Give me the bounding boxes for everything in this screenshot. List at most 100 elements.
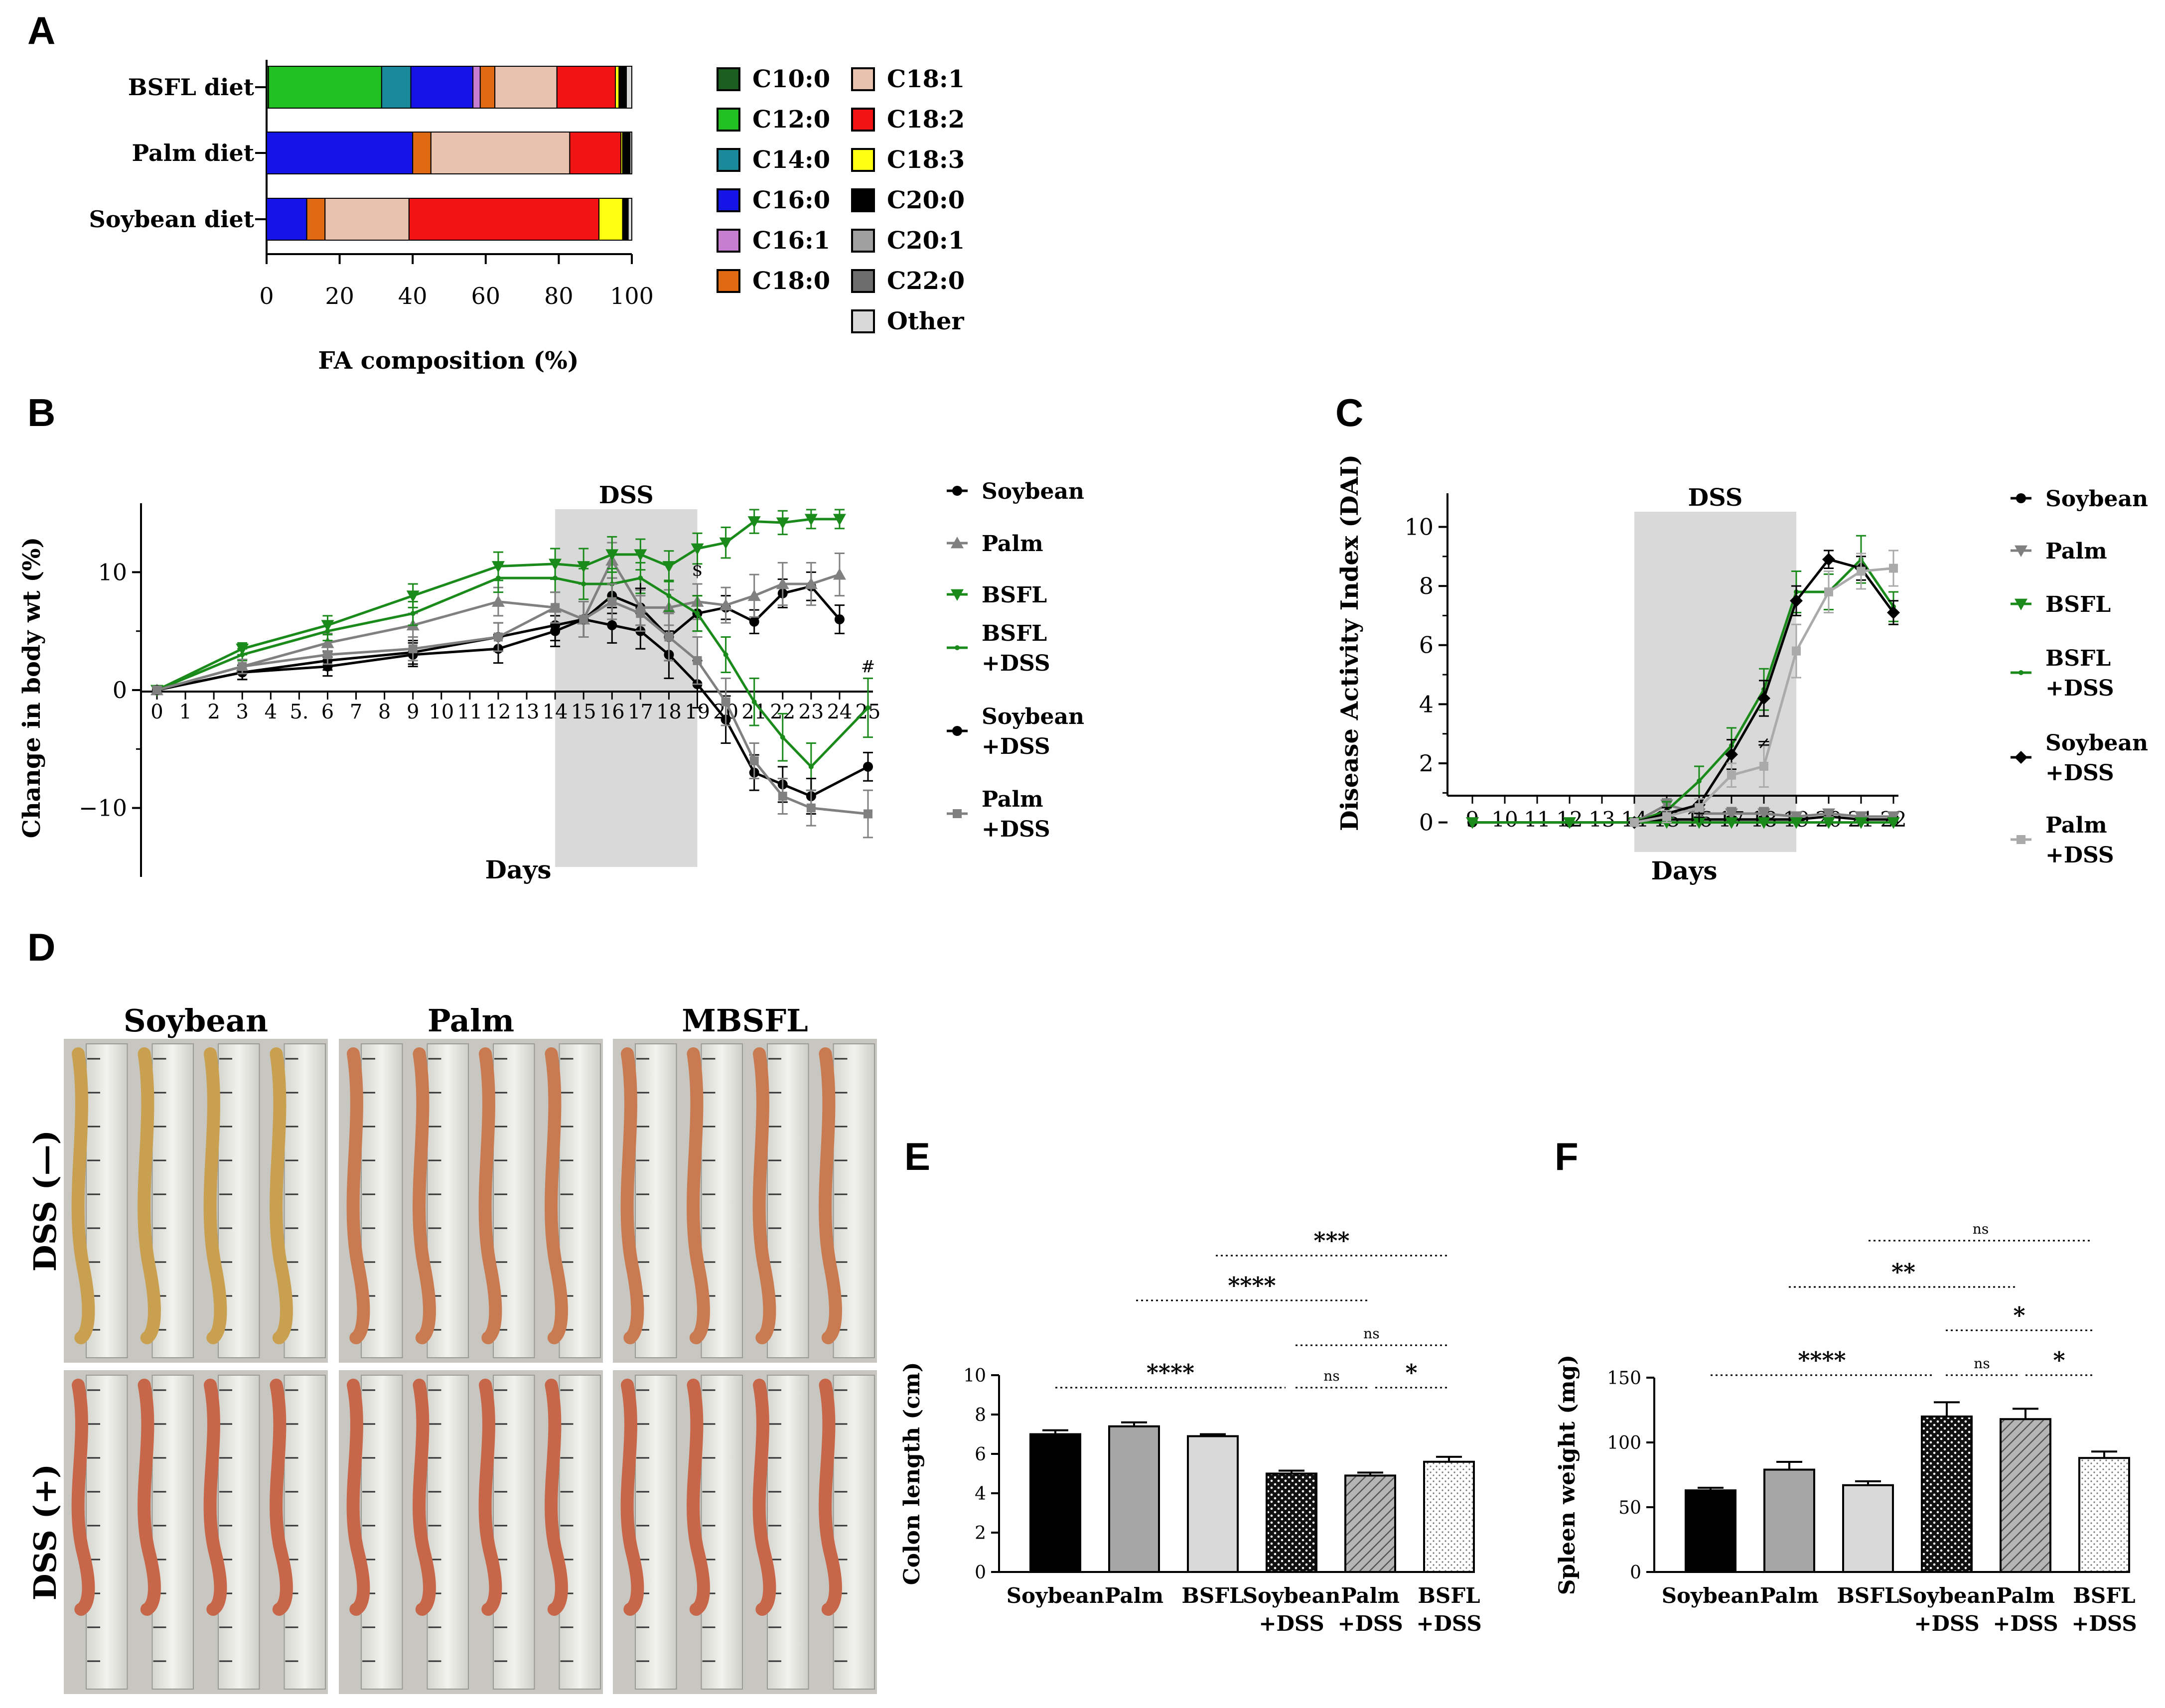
- point-b-palm-dss-0: [152, 686, 161, 695]
- point-b-bsfl-dss-5: [553, 575, 558, 581]
- tick-label-e-y-2: 2: [975, 1523, 986, 1544]
- point-c-palm-dss-2: [1695, 803, 1704, 813]
- tick-label-e-y-8: 8: [975, 1405, 986, 1425]
- legend-swatch-c20-1: [851, 229, 875, 253]
- point-b-bsfl-dss-11: [723, 652, 728, 657]
- point-b-bsfl-dss-13: [780, 734, 785, 740]
- point-c-bsfl-8: [1822, 817, 1835, 829]
- ruler-1-2-1: [701, 1375, 743, 1690]
- tick-label-c-x-13: 13: [1588, 807, 1615, 832]
- point-c-palm-6: [1757, 808, 1770, 820]
- panel-label-d: D: [27, 925, 55, 969]
- category-label-f-palm-dss-1: +DSS: [1993, 1611, 2058, 1636]
- legend-marker-c-soybean-dss: [2015, 751, 2027, 764]
- annotation-c-0: ≠: [1757, 733, 1771, 753]
- legend-label-c20-1: C20:1: [887, 227, 965, 255]
- colon-specimen-1-1-1: [413, 1379, 436, 1616]
- point-b-palm-dss-12: [749, 756, 759, 765]
- point-c-palm-7: [1790, 811, 1803, 823]
- colon-specimen-1-1-2: [478, 1379, 502, 1616]
- point-c-soybean-dss-4: [1757, 692, 1770, 705]
- legend-marker-c-bsfl: [2015, 598, 2027, 610]
- panel-label-e: E: [904, 1135, 930, 1178]
- legend-swatch-c18-1: [851, 67, 875, 91]
- axis-label-b-x: Days: [485, 855, 552, 884]
- point-c-soybean-dss-8: [1887, 606, 1900, 619]
- legend-label-c22-0: C22:0: [887, 267, 965, 295]
- axis-label-b-y: Change in body wt (%): [18, 537, 46, 839]
- colon-specimen-1-0-1: [138, 1379, 161, 1616]
- bar-e-palm: [1108, 1425, 1160, 1573]
- point-c-palm-dss-4: [1759, 761, 1768, 771]
- tick-label-b-x-10: 10: [429, 701, 454, 723]
- tick-label-b-y-10: −10: [79, 795, 127, 822]
- point-b-bsfl-dss-6: [581, 581, 586, 586]
- legend-marker-b-bsfl: [951, 589, 964, 601]
- point-b-palm-dss-9: [664, 632, 674, 642]
- category-label-f-soybean-dss-1: +DSS: [1914, 1611, 1979, 1636]
- point-b-bsfl-6: [577, 561, 590, 573]
- point-c-palm-dss-7: [1857, 567, 1866, 576]
- colon-specimen-1-0-3: [270, 1379, 293, 1616]
- category-label-e-soybean-dss-0: Soybean: [1243, 1583, 1341, 1608]
- category-label-f-soybean-0: Soybean: [1662, 1583, 1760, 1608]
- bar-segment-bsfl-diet-c18-0: [479, 66, 496, 109]
- point-b-bsfl-dss-3: [410, 611, 416, 616]
- dss-shade-label-b: DSS: [599, 481, 654, 509]
- ruler-1-2-3: [833, 1375, 875, 1690]
- category-label-f-bsfl-0: BSFL: [1837, 1583, 1899, 1608]
- point-b-palm-dss-3: [408, 644, 418, 654]
- tick-label-c-x-11: 11: [1524, 807, 1550, 832]
- legend-swatch-c10-0: [717, 67, 740, 91]
- point-b-palm-dss-1: [238, 662, 247, 671]
- legend-label-b-palm-0: Palm: [982, 531, 1043, 557]
- ruler-1-2-2: [767, 1375, 809, 1690]
- legend-label-c12-0: C12:0: [752, 106, 830, 134]
- bar-segment-soybean-diet-c18-0: [306, 198, 326, 241]
- significance-label-f-5: *: [2053, 1347, 2065, 1374]
- tick-label-e-y-0: 0: [975, 1563, 986, 1583]
- category-label-e-palm-dss-1: +DSS: [1337, 1611, 1403, 1636]
- point-c-bsfl-4: [1693, 817, 1706, 829]
- bar-segment-bsfl-diet-c12-0: [268, 66, 382, 109]
- legend-label-c-palm-dss-0: Palm: [2045, 813, 2107, 838]
- colon-specimen-1-0-0: [71, 1379, 95, 1616]
- tick-label-b-y-10: 10: [98, 559, 127, 585]
- tick-label-b-x-3: 3: [236, 701, 249, 723]
- colon-specimen-0-0-3: [270, 1047, 293, 1344]
- legend-label-c10-0: C10:0: [752, 65, 830, 93]
- bar-segment-soybean-diet-c18-2: [408, 198, 600, 241]
- significance-label-e-3: ns: [1323, 1368, 1339, 1384]
- point-b-bsfl-dss-12: [751, 699, 757, 705]
- tick-label-b-x-2: 2: [207, 701, 220, 723]
- bar-segment-soybean-diet-other: [627, 198, 633, 241]
- point-b-bsfl-dss-4: [495, 575, 501, 581]
- tick-label-b-x-15: 15: [571, 701, 596, 723]
- point-b-bsfl-dss-9: [666, 593, 672, 598]
- tick-label-c-y-4: 4: [1419, 691, 1434, 717]
- point-c-soybean-dss-6: [1822, 553, 1835, 566]
- colon-specimen-0-1-3: [545, 1047, 568, 1344]
- point-c-soybean-dss-5: [1790, 594, 1803, 607]
- significance-label-e-2: ***: [1313, 1227, 1349, 1254]
- legend-label-c-bsfl-dss-0: BSFL: [2045, 646, 2111, 671]
- legend-label-c18-2: C18:2: [887, 106, 965, 134]
- category-label-e-bsfl-dss-1: +DSS: [1416, 1611, 1481, 1636]
- point-b-palm-14: [804, 577, 818, 589]
- tick-label-b-x-5: 5.: [289, 701, 308, 723]
- point-b-bsfl-dss-15: [866, 705, 870, 711]
- category-label-bsfl-diet: BSFL diet: [128, 74, 255, 101]
- bar-segment-palm-diet-c18-0: [412, 132, 432, 174]
- tick-label-a-x-100: 100: [610, 283, 654, 309]
- point-b-bsfl-dss-10: [695, 611, 700, 616]
- point-c-bsfl-dss-2: [1697, 778, 1702, 784]
- tick-label-f-y-0: 0: [1630, 1563, 1641, 1583]
- bar-e-bsfl-dss: [1423, 1460, 1475, 1573]
- photo-column-label-palm: Palm: [428, 1002, 514, 1039]
- significance-label-e-1: ****: [1228, 1272, 1276, 1299]
- category-label-e-palm-0: Palm: [1105, 1583, 1163, 1608]
- point-c-bsfl-10: [1887, 817, 1900, 829]
- point-c-bsfl-5: [1725, 817, 1738, 829]
